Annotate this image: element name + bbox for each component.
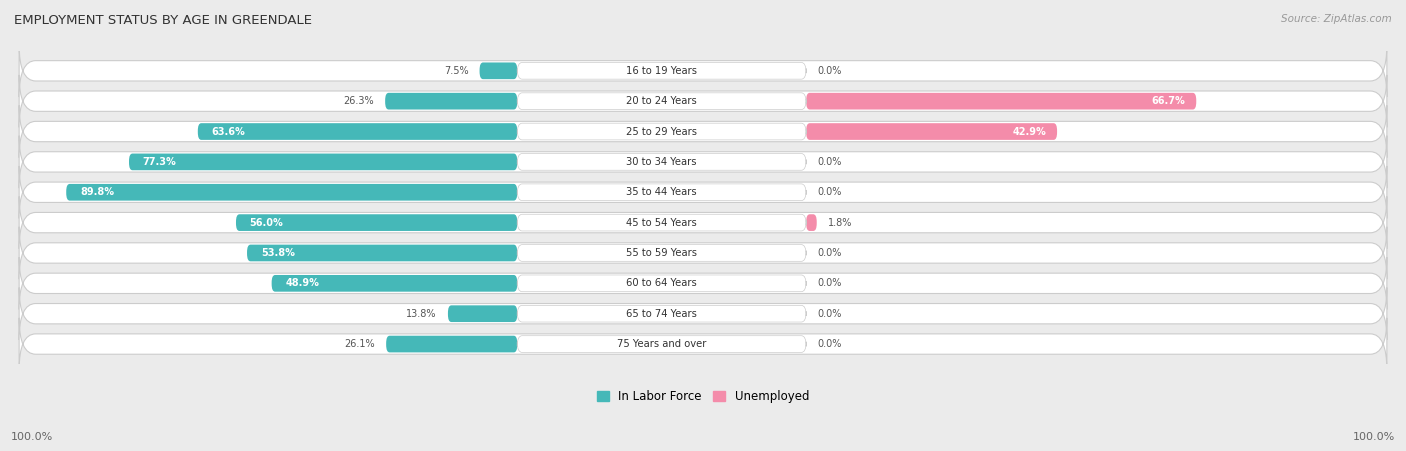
Text: 7.5%: 7.5% [444, 66, 468, 76]
Text: 0.0%: 0.0% [817, 157, 842, 167]
Text: 0.0%: 0.0% [817, 308, 842, 319]
Text: 0.0%: 0.0% [817, 248, 842, 258]
Text: 0.0%: 0.0% [817, 278, 842, 288]
FancyBboxPatch shape [387, 336, 517, 352]
FancyBboxPatch shape [449, 305, 517, 322]
Text: EMPLOYMENT STATUS BY AGE IN GREENDALE: EMPLOYMENT STATUS BY AGE IN GREENDALE [14, 14, 312, 27]
FancyBboxPatch shape [517, 184, 806, 201]
Text: 75 Years and over: 75 Years and over [617, 339, 706, 349]
FancyBboxPatch shape [806, 214, 817, 231]
FancyBboxPatch shape [20, 166, 1386, 219]
Text: 0.0%: 0.0% [817, 187, 842, 197]
Text: 26.3%: 26.3% [343, 96, 374, 106]
Text: 66.7%: 66.7% [1152, 96, 1185, 106]
Text: 30 to 34 Years: 30 to 34 Years [627, 157, 697, 167]
Text: 42.9%: 42.9% [1012, 127, 1046, 137]
Text: 100.0%: 100.0% [11, 432, 53, 442]
FancyBboxPatch shape [20, 196, 1386, 249]
Text: 56.0%: 56.0% [250, 218, 284, 228]
Text: 60 to 64 Years: 60 to 64 Years [626, 278, 697, 288]
FancyBboxPatch shape [20, 227, 1386, 279]
FancyBboxPatch shape [20, 287, 1386, 340]
FancyBboxPatch shape [247, 244, 517, 261]
FancyBboxPatch shape [385, 93, 517, 110]
FancyBboxPatch shape [66, 184, 517, 201]
FancyBboxPatch shape [20, 257, 1386, 309]
FancyBboxPatch shape [20, 105, 1386, 158]
FancyBboxPatch shape [517, 275, 806, 292]
Text: 13.8%: 13.8% [406, 308, 437, 319]
FancyBboxPatch shape [20, 318, 1386, 370]
FancyBboxPatch shape [129, 153, 517, 170]
Text: 45 to 54 Years: 45 to 54 Years [626, 218, 697, 228]
FancyBboxPatch shape [517, 153, 806, 170]
FancyBboxPatch shape [271, 275, 517, 292]
FancyBboxPatch shape [20, 136, 1386, 188]
Text: 26.1%: 26.1% [344, 339, 375, 349]
FancyBboxPatch shape [517, 123, 806, 140]
FancyBboxPatch shape [236, 214, 517, 231]
FancyBboxPatch shape [20, 45, 1386, 97]
Text: 55 to 59 Years: 55 to 59 Years [626, 248, 697, 258]
FancyBboxPatch shape [517, 336, 806, 352]
Text: 0.0%: 0.0% [817, 66, 842, 76]
Legend: In Labor Force, Unemployed: In Labor Force, Unemployed [592, 386, 814, 408]
Text: 48.9%: 48.9% [285, 278, 319, 288]
Text: 100.0%: 100.0% [1353, 432, 1395, 442]
FancyBboxPatch shape [20, 75, 1386, 128]
FancyBboxPatch shape [517, 305, 806, 322]
FancyBboxPatch shape [198, 123, 517, 140]
Text: 25 to 29 Years: 25 to 29 Years [626, 127, 697, 137]
FancyBboxPatch shape [806, 93, 1197, 110]
FancyBboxPatch shape [517, 63, 806, 79]
FancyBboxPatch shape [806, 123, 1057, 140]
FancyBboxPatch shape [517, 214, 806, 231]
Text: 65 to 74 Years: 65 to 74 Years [626, 308, 697, 319]
Text: 35 to 44 Years: 35 to 44 Years [627, 187, 697, 197]
FancyBboxPatch shape [517, 244, 806, 261]
Text: 20 to 24 Years: 20 to 24 Years [626, 96, 697, 106]
Text: 1.8%: 1.8% [828, 218, 852, 228]
FancyBboxPatch shape [479, 63, 517, 79]
Text: 0.0%: 0.0% [817, 339, 842, 349]
Text: 63.6%: 63.6% [211, 127, 245, 137]
FancyBboxPatch shape [517, 93, 806, 110]
Text: 89.8%: 89.8% [80, 187, 114, 197]
Text: Source: ZipAtlas.com: Source: ZipAtlas.com [1281, 14, 1392, 23]
Text: 77.3%: 77.3% [143, 157, 177, 167]
Text: 53.8%: 53.8% [260, 248, 295, 258]
Text: 16 to 19 Years: 16 to 19 Years [626, 66, 697, 76]
